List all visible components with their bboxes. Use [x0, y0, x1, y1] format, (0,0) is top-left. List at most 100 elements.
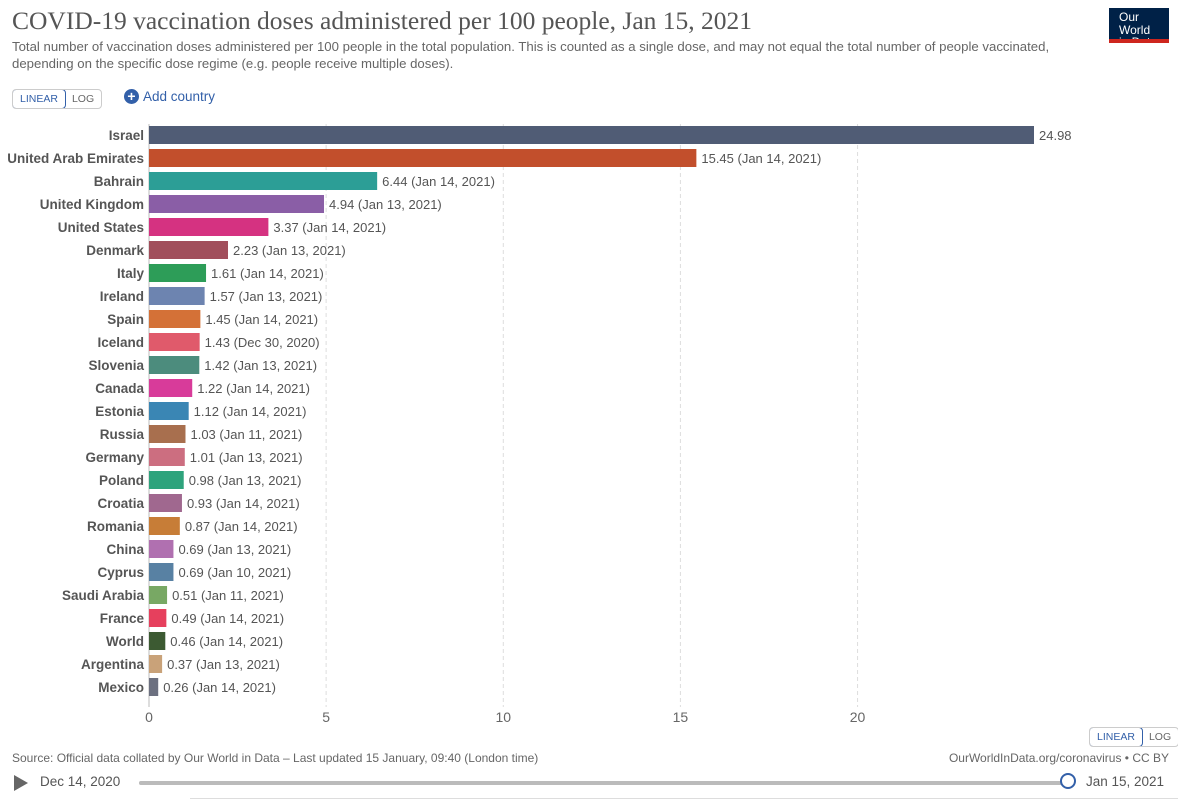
- bottom-tab-divider: [190, 798, 1178, 799]
- bar: [149, 287, 205, 305]
- bar: [149, 678, 159, 696]
- bar-category-label: Ireland: [100, 289, 144, 304]
- bar-value-label: 2.23 (Jan 13, 2021): [233, 243, 346, 258]
- timeline: Dec 14, 2020 Jan 15, 2021: [12, 772, 1172, 794]
- bar-value-label: 0.26 (Jan 14, 2021): [163, 680, 276, 695]
- bar-category-label: Croatia: [97, 496, 144, 511]
- bar: [149, 310, 201, 328]
- bar: [149, 471, 184, 489]
- bar: [149, 425, 186, 443]
- bar-value-label: 0.98 (Jan 13, 2021): [189, 473, 302, 488]
- log-scale-button-bottom[interactable]: LOG: [1148, 731, 1172, 743]
- bar-category-label: Mexico: [98, 680, 144, 695]
- linear-scale-button[interactable]: LINEAR: [13, 90, 66, 108]
- bar: [149, 494, 182, 512]
- bar-value-label: 1.43 (Dec 30, 2020): [205, 335, 320, 350]
- bar-category-label: Cyprus: [97, 565, 144, 580]
- bar: [149, 540, 174, 558]
- bar-category-label: France: [100, 611, 145, 626]
- bar-category-label: Canada: [95, 381, 144, 396]
- bar: [149, 126, 1034, 144]
- bar: [149, 448, 185, 466]
- bar-value-label: 0.46 (Jan 14, 2021): [170, 634, 283, 649]
- log-scale-button[interactable]: LOG: [71, 93, 95, 105]
- timeline-start-label[interactable]: Dec 14, 2020: [40, 774, 121, 789]
- bar-value-label: 1.03 (Jan 11, 2021): [190, 427, 302, 442]
- bar: [149, 356, 200, 374]
- license-link[interactable]: OurWorldInData.org/coronavirus • CC BY: [948, 751, 1169, 765]
- bar-value-label: 1.22 (Jan 14, 2021): [197, 381, 310, 396]
- bar-value-label: 6.44 (Jan 14, 2021): [382, 174, 495, 189]
- x-tick-label: 0: [145, 709, 153, 725]
- bar: [149, 149, 697, 167]
- bar: [149, 402, 189, 420]
- scale-toggle-top: LINEAR LOG: [12, 89, 103, 109]
- bar-value-label: 1.01 (Jan 13, 2021): [190, 450, 303, 465]
- bar-category-label: United Kingdom: [40, 197, 144, 212]
- bar: [149, 655, 163, 673]
- bar-value-label: 0.87 (Jan 14, 2021): [185, 519, 298, 534]
- bar-category-label: Slovenia: [88, 358, 144, 373]
- bar-value-label: 0.93 (Jan 14, 2021): [187, 496, 300, 511]
- bar-value-label: 1.61 (Jan 14, 2021): [211, 266, 324, 281]
- bar-category-label: Argentina: [81, 657, 144, 672]
- bar-chart: 0 5 10 15 20 Israel 24.98 United Arab Emirates 1…: [7, 124, 1072, 725]
- add-country-button[interactable]: + Add country: [124, 89, 215, 104]
- x-tick-label: 10: [495, 709, 511, 725]
- bar: [149, 632, 166, 650]
- bar-value-label: 0.49 (Jan 14, 2021): [171, 611, 284, 626]
- bar-value-label: 1.45 (Jan 14, 2021): [205, 312, 318, 327]
- bar-category-label: Germany: [85, 450, 144, 465]
- x-tick-label: 5: [322, 709, 330, 725]
- bar-category-label: Estonia: [95, 404, 144, 419]
- bar-category-label: United Arab Emirates: [7, 151, 144, 166]
- bar-category-label: Bahrain: [94, 174, 144, 189]
- logo-line1: Our World: [1119, 10, 1151, 37]
- bar: [149, 609, 167, 627]
- bar-value-label: 1.42 (Jan 13, 2021): [204, 358, 317, 373]
- bar-category-label: Poland: [99, 473, 144, 488]
- bar-category-label: Spain: [107, 312, 144, 327]
- play-icon[interactable]: [14, 775, 28, 791]
- timeline-end-label[interactable]: Jan 15, 2021: [1086, 774, 1165, 789]
- timeline-track[interactable]: [139, 781, 1069, 785]
- bar: [149, 172, 378, 190]
- bar-value-label: 0.69 (Jan 10, 2021): [178, 565, 291, 580]
- bar-value-label: 0.37 (Jan 13, 2021): [167, 657, 280, 672]
- chart-title: COVID-19 vaccination doses administered …: [12, 6, 753, 35]
- source-note[interactable]: Source: Official data collated by Our Wo…: [12, 751, 539, 765]
- bar-value-label: 1.12 (Jan 14, 2021): [194, 404, 307, 419]
- timeline-track-fill: [139, 781, 1069, 785]
- timeline-handle[interactable]: [1060, 773, 1076, 789]
- bar-value-label: 3.37 (Jan 14, 2021): [273, 220, 386, 235]
- bar-category-label: Iceland: [97, 335, 144, 350]
- bar: [149, 241, 229, 259]
- bar: [149, 218, 269, 236]
- bar-value-label: 24.98: [1039, 128, 1072, 143]
- owid-logo[interactable]: Our World in Data: [1109, 8, 1169, 48]
- bar-category-label: Israel: [109, 128, 144, 143]
- bar-value-label: 0.51 (Jan 11, 2021): [172, 588, 284, 603]
- bar: [149, 586, 168, 604]
- plus-circle-icon: +: [124, 89, 139, 104]
- x-tick-label: 20: [850, 709, 866, 725]
- bar-category-label: Denmark: [86, 243, 144, 258]
- bar-category-label: World: [106, 634, 144, 649]
- bar: [149, 517, 180, 535]
- bar-category-label: Romania: [87, 519, 145, 534]
- add-country-label: Add country: [143, 89, 216, 104]
- scale-toggle-bottom: LINEAR LOG: [1089, 727, 1178, 747]
- bar-category-label: Italy: [117, 266, 145, 281]
- bar: [149, 333, 200, 351]
- bar-value-label: 4.94 (Jan 13, 2021): [329, 197, 442, 212]
- bar-category-label: United States: [58, 220, 144, 235]
- linear-scale-button-bottom[interactable]: LINEAR: [1090, 728, 1143, 746]
- bar: [149, 264, 207, 282]
- bar: [149, 563, 174, 581]
- logo-accent-bar: [1109, 39, 1169, 43]
- bar-category-label: Russia: [100, 427, 145, 442]
- chart-subtitle: Total number of vaccination doses admini…: [12, 39, 1050, 71]
- bar: [149, 195, 325, 213]
- bar-value-label: 15.45 (Jan 14, 2021): [701, 151, 821, 166]
- bar: [149, 379, 193, 397]
